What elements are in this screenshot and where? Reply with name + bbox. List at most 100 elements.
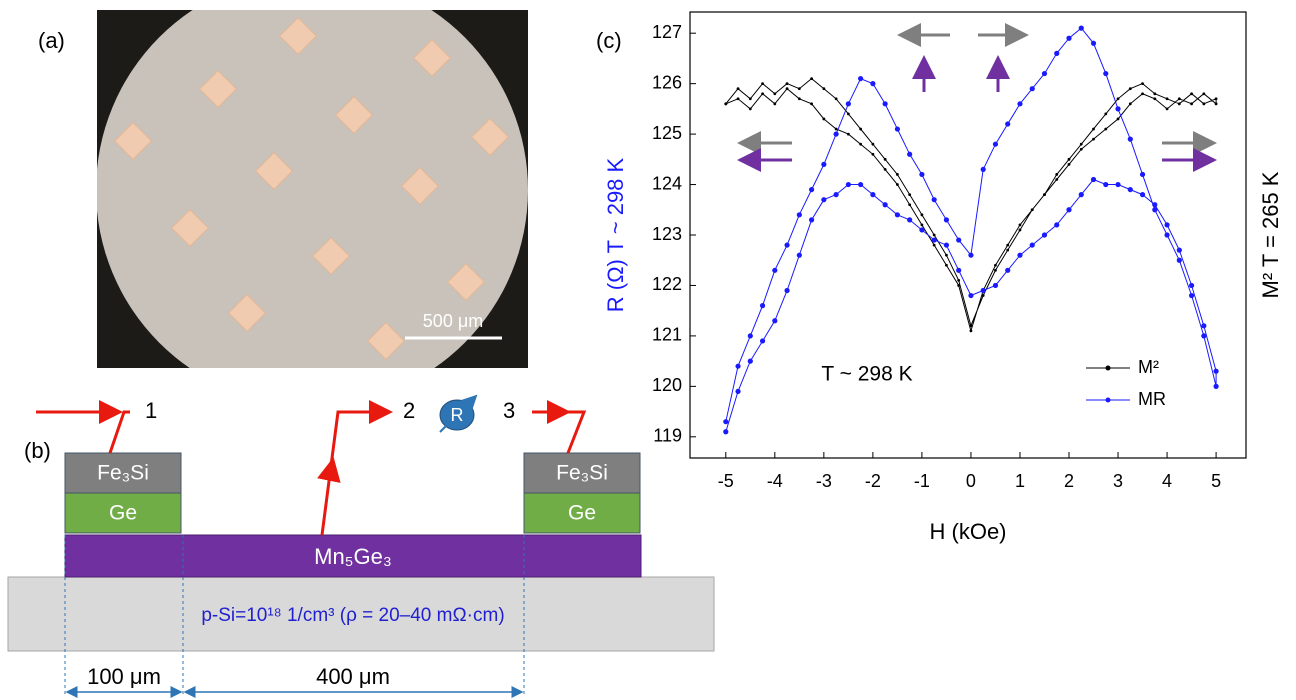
data-point [1152,202,1158,208]
data-point [773,92,777,96]
data-point [932,243,936,247]
data-point [895,173,899,176]
data-point [956,267,962,273]
data-point [723,429,729,435]
wires [36,400,587,536]
data-point [1177,97,1181,101]
data-point [1188,282,1195,289]
data-point [797,87,801,91]
data-point [931,197,937,203]
x-axis-label: H (kOe) [930,519,1007,544]
data-point [920,213,924,217]
data-point [1139,192,1146,198]
data-point [894,212,900,218]
data-point [1164,232,1170,238]
data-point [1092,137,1095,141]
data-point [785,82,789,86]
plot-frame [689,11,1247,459]
y-tick-label: 119 [653,426,682,446]
data-point [846,132,850,136]
data-point [957,284,961,287]
data-point [858,75,864,82]
data-point [883,157,887,161]
data-point [1029,242,1035,248]
data-point [968,252,974,258]
data-point [1165,97,1169,101]
scale-bar-label: 500 μm [423,311,483,331]
data-point [1141,92,1144,96]
data-point [1006,248,1010,252]
layer-label: Mn₅Ge₃ [314,544,392,569]
data-point [772,267,778,273]
data-point [980,287,986,294]
film-layer [64,534,642,578]
data-point [1078,25,1084,31]
data-point [1030,208,1034,212]
data-point [1164,222,1170,228]
data-point [759,303,766,309]
data-point [735,363,741,369]
series-line [725,27,1217,432]
data-point [845,181,851,188]
y-tick-label: 121 [652,325,682,345]
data-point [871,152,875,156]
data-point [845,101,851,107]
data-point [957,279,961,282]
data-point [1079,147,1083,151]
data-point [846,112,850,116]
data-point [992,141,999,147]
data-point [759,338,766,344]
data-point [1078,192,1084,198]
data-point [1141,82,1144,86]
data-point [932,233,936,237]
data-point [736,87,740,91]
data-point [969,324,973,328]
data-point [1188,292,1195,299]
data-point [810,102,813,106]
data-point [945,253,948,257]
x-tick-label: -3 [816,471,832,491]
data-point [1018,228,1022,232]
data-point [943,217,950,223]
data-point [1018,223,1022,227]
data-point [724,102,728,106]
data-point [736,97,740,101]
data-point [994,268,997,272]
layer-label: Ge [568,502,596,525]
data-point [943,242,950,248]
substrate [7,576,715,652]
data-point [1005,267,1011,273]
data-point [956,237,962,243]
buffer-layer [64,492,182,534]
y-tick-label: 125 [652,123,682,143]
x-tick-label: 3 [1113,471,1123,491]
data-point [773,102,777,106]
data-point [994,263,997,267]
y-axis-label: R (Ω) T ~ 298 K [603,157,628,312]
data-point [1103,70,1109,77]
data-point [821,197,827,203]
series-line [725,77,1217,333]
photo: 500 μm [97,10,528,368]
data-point [908,203,912,207]
y2-axis-label: M² T = 265 K [1258,171,1283,298]
data-point [747,333,753,339]
x-tick-label: -2 [865,471,881,491]
data-point [784,242,790,248]
data-point [747,358,753,364]
contact-layer [64,452,182,494]
data-point [822,87,826,91]
data-point [1055,178,1059,181]
y-tick-label: 126 [652,72,682,92]
dimension-label: 100 μm [87,664,161,689]
data-point [1054,222,1060,228]
data-point [870,192,876,198]
data-point [834,127,838,131]
data-point [1067,157,1071,161]
data-point [1104,112,1108,116]
data-point [980,166,986,173]
x-tick-label: 2 [1064,471,1074,491]
legend-label: MR [1138,389,1166,409]
